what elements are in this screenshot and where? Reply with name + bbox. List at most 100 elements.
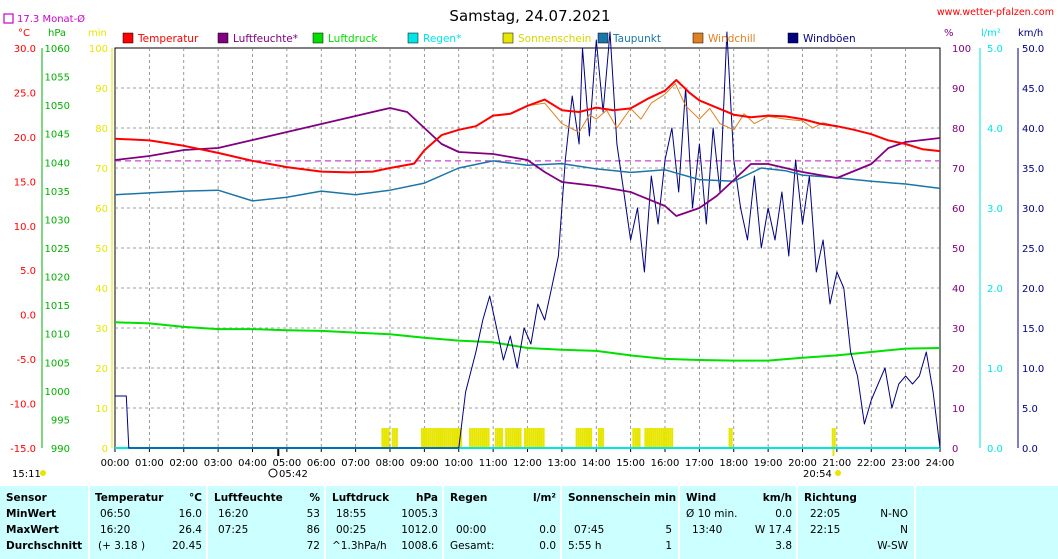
chart-lines	[114, 31, 941, 449]
legend-swatch	[312, 32, 324, 44]
rain-max-value: 0.0	[539, 524, 556, 536]
humidity-tick-label: 80	[952, 124, 965, 135]
legend-label: Temperatur	[137, 33, 199, 45]
site-url[interactable]: www.wetter-pfalzen.com	[937, 7, 1054, 18]
humidity-tick-label: 40	[952, 284, 965, 295]
hum-max-time: 07:25	[218, 524, 249, 536]
legend-label: Luftfeuchte*	[233, 33, 298, 45]
sunshine-bar	[588, 428, 590, 448]
sunshine-bar	[650, 428, 653, 448]
sunshine-bar	[496, 428, 499, 448]
header-direction: Richtung	[804, 492, 857, 504]
temp-avg-delta: (+ 3.18 )	[98, 540, 146, 552]
sunshine-tick-label: 10	[95, 404, 108, 415]
stats-col-rain: Regen l/m² 00:00 0.0 Gesamt: 0.0	[442, 486, 562, 559]
sunshine-bar	[579, 428, 582, 448]
wind-max-value: W 17.4	[754, 524, 792, 536]
sunshine-tick-label: 70	[95, 164, 108, 175]
sunshine-bar	[662, 428, 665, 448]
series-line-temperatur	[114, 79, 941, 174]
sunshine-bar	[456, 428, 458, 448]
temp-tick-label: 30.0	[14, 44, 36, 55]
sunshine-bar	[728, 428, 731, 448]
x-tick-label: 21:00	[822, 458, 851, 469]
header-rain: Regen	[450, 492, 488, 504]
sunrise-label: 05:42	[279, 469, 308, 480]
sunshine-bar	[429, 428, 432, 448]
rain-tick-label: 4.0	[987, 124, 1003, 135]
wind-tick-label: 15.0	[1022, 324, 1044, 335]
wind-avg-value: 3.8	[775, 540, 792, 552]
sunset-icon	[835, 470, 841, 476]
wind-tick-label: 20.0	[1022, 284, 1044, 295]
sunshine-bar	[439, 428, 442, 448]
sunshine-bar	[420, 428, 423, 448]
sunshine-bar	[494, 428, 497, 448]
sunshine-bar	[385, 428, 388, 448]
sunshine-bar	[577, 428, 580, 448]
pressure-tick-label: 990	[51, 444, 70, 455]
sunshine-bar	[667, 428, 670, 448]
unit-hpa: hPa	[48, 28, 66, 39]
rain-tick-label: 3.0	[987, 204, 1003, 215]
sunshine-bar	[393, 428, 396, 448]
x-tick-label: 02:00	[169, 458, 198, 469]
temp-tick-label: -5.0	[16, 355, 36, 366]
press-avg-value: 1008.6	[401, 540, 438, 552]
row-label-min: MinWert	[6, 508, 57, 520]
humidity-tick-label: 0	[952, 444, 958, 455]
stats-col-humidity: Luftfeuchte % 16:20 53 07:25 86 72	[206, 486, 326, 559]
wind-min-value: 0.0	[775, 508, 792, 520]
temp-tick-label: 10.0	[14, 222, 36, 233]
x-tick-label: 10:00	[444, 458, 473, 469]
legend-swatch	[407, 32, 419, 44]
wind-tick-label: 50.0	[1022, 44, 1044, 55]
pressure-tick-label: 1005	[45, 358, 70, 369]
x-tick-label: 08:00	[376, 458, 405, 469]
sunshine-bar	[479, 428, 482, 448]
monthly-avg-label: 17.3 Monat-Ø	[17, 13, 85, 25]
sunshine-bar	[507, 428, 510, 448]
wind-tick-label: 40.0	[1022, 124, 1044, 135]
sunshine-tick-label: 40	[95, 284, 108, 295]
sunshine-bar	[669, 428, 672, 448]
press-trend: ^1.3hPa/h	[332, 540, 387, 552]
header-wind-unit: km/h	[762, 492, 792, 504]
sunshine-bar	[600, 428, 603, 448]
sunrise-icon	[268, 468, 278, 478]
temp-avg-value: 20.45	[171, 540, 202, 552]
temp-tick-label: -10.0	[10, 400, 36, 411]
legend-label: Regen*	[423, 33, 461, 45]
header-temperature: Temperatur	[95, 492, 164, 504]
humidity-tick-label: 70	[952, 164, 965, 175]
sunshine-bar	[831, 428, 834, 448]
hum-avg-value: 72	[306, 540, 320, 552]
sunshine-bar	[431, 428, 434, 448]
x-tick-label: 15:00	[616, 458, 645, 469]
x-tick-label: 05:00	[272, 458, 301, 469]
sunshine-bar	[660, 428, 663, 448]
temp-min-value: 16.0	[178, 508, 202, 520]
header-pressure: Luftdruck	[332, 492, 390, 504]
x-tick-label: 19:00	[754, 458, 783, 469]
sunset-label: 20:54	[803, 469, 832, 480]
sunshine-bar	[469, 428, 472, 448]
humidity-tick-label: 100	[952, 44, 971, 55]
sun-avg-value: 1	[665, 540, 672, 552]
stats-col-temperature: Temperatur °C 06:50 16.0 16:20 26.4 (+ 3…	[88, 486, 208, 559]
legend-label: Taupunkt	[612, 33, 661, 45]
temp-max-value: 26.4	[178, 524, 202, 536]
unit-rain: l/m²	[981, 28, 1001, 39]
sunshine-tick-label: 80	[95, 124, 108, 135]
pressure-tick-label: 1025	[45, 244, 70, 255]
humidity-tick-label: 10	[952, 404, 965, 415]
x-tick-label: 23:00	[891, 458, 920, 469]
wind-tick-label: 30.0	[1022, 204, 1044, 215]
sunshine-bar	[671, 428, 674, 448]
dir-min-time: 22:05	[810, 508, 841, 520]
wind-tick-label: 35.0	[1022, 164, 1044, 175]
sunshine-bar	[381, 428, 384, 448]
sunshine-bar	[517, 428, 520, 448]
pressure-tick-label: 1055	[45, 73, 70, 84]
sunshine-bar	[528, 428, 531, 448]
